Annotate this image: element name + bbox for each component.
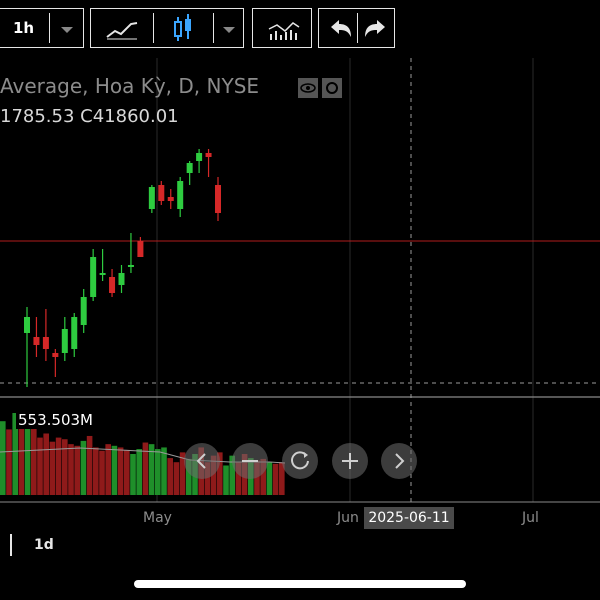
chevron-right-icon	[395, 453, 405, 469]
period-button-1d[interactable]: 1d	[34, 537, 54, 553]
candle-body	[158, 185, 165, 201]
candle-body	[137, 241, 144, 257]
candle-body	[127, 265, 134, 267]
volume-bar	[272, 463, 279, 495]
volume-value: 553.503M	[16, 411, 95, 429]
chevron-left-icon	[196, 453, 206, 469]
month-label-jul: Jul	[522, 510, 539, 526]
candle-body	[167, 197, 174, 201]
volume-bar	[55, 437, 62, 495]
candle-body	[99, 273, 106, 275]
volume-bar	[142, 442, 149, 495]
volume-bar	[80, 440, 87, 495]
home-indicator[interactable]	[134, 580, 466, 588]
volume-bar	[260, 458, 266, 495]
reset-button[interactable]	[282, 443, 318, 479]
volume-bar	[161, 447, 167, 495]
candle-body	[177, 181, 184, 209]
volume-bar	[148, 444, 155, 495]
crosshair-date-label: 2025-06-11	[364, 507, 454, 529]
indicators-button[interactable]	[252, 8, 312, 48]
volume-bar	[223, 465, 229, 495]
line-chart-icon[interactable]	[91, 9, 245, 49]
refresh-icon	[291, 451, 309, 470]
volume-bar	[254, 460, 260, 495]
zoom-in-button[interactable]	[332, 443, 368, 479]
candle-body	[196, 153, 203, 161]
volume-bar	[204, 462, 211, 495]
volume-bar	[43, 433, 49, 495]
candle-body	[90, 257, 97, 297]
candle-body	[205, 153, 212, 157]
candle-body	[80, 297, 87, 325]
volume-bar	[279, 462, 285, 495]
chart-toolbar: 1h	[0, 0, 600, 58]
volume-bar	[49, 441, 56, 495]
volume-bar	[105, 444, 111, 495]
volume-bar	[124, 449, 130, 495]
volume-bar	[24, 417, 31, 495]
period-divider	[10, 534, 12, 556]
ohlc-readout: 1785.53 C41860.01	[0, 106, 179, 127]
volume-bar	[136, 449, 142, 495]
chart-type-group[interactable]	[90, 8, 244, 48]
undo-icon[interactable]	[319, 9, 396, 49]
candle-body	[148, 187, 155, 209]
volume-bar	[6, 429, 12, 495]
candle-body	[215, 185, 221, 213]
volume-bar	[12, 413, 18, 495]
zoom-out-button[interactable]	[232, 443, 268, 479]
scroll-left-button[interactable]	[184, 443, 220, 479]
volume-bar	[68, 444, 74, 495]
volume-bar	[86, 435, 93, 495]
volume-bar	[130, 454, 136, 495]
volume-bar	[167, 458, 173, 495]
scroll-right-button[interactable]	[381, 443, 417, 479]
month-label-jun: Jun	[337, 510, 359, 526]
candle-body	[61, 329, 68, 353]
volume-bar	[235, 462, 242, 495]
volume-bar	[155, 449, 161, 495]
volume-bar	[99, 450, 105, 495]
volume-bar	[186, 458, 192, 495]
month-label-may: May	[143, 510, 172, 526]
interval-selector[interactable]: 1h	[0, 8, 84, 48]
volume-bar	[93, 447, 99, 495]
volume-bar	[179, 452, 186, 495]
minus-icon	[242, 460, 258, 462]
volume-bar	[74, 445, 80, 495]
chevron-down-icon	[223, 27, 235, 33]
candle-body	[33, 337, 40, 345]
volume-bar	[117, 447, 124, 495]
volume-bar	[0, 421, 6, 495]
volume-bar	[173, 462, 180, 495]
volume-bar	[210, 455, 217, 495]
volume-bar	[266, 462, 273, 495]
redo-icon[interactable]	[319, 9, 396, 49]
undo-redo-group	[318, 8, 395, 48]
candle-body	[71, 317, 78, 349]
volume-bar	[18, 413, 25, 495]
candle-body	[109, 277, 116, 293]
volume-bar	[229, 455, 235, 495]
plus-icon	[342, 453, 358, 469]
interval-label: 1h	[13, 19, 35, 37]
chevron-down-icon	[61, 27, 73, 33]
candle-body	[186, 163, 193, 173]
volume-bar	[31, 425, 37, 495]
candle-body	[24, 317, 30, 333]
volume-bar	[111, 445, 118, 495]
candle-body	[52, 353, 59, 357]
chart-title: Average, Hoa Kỳ, D, NYSE	[0, 74, 260, 98]
indicators-icon	[268, 22, 300, 40]
volume-bar	[37, 437, 43, 495]
candle-body	[118, 273, 125, 285]
candle-body	[42, 337, 49, 349]
volume-bar	[217, 452, 223, 495]
candlestick-icon[interactable]	[91, 9, 245, 49]
volume-bar	[62, 439, 68, 495]
